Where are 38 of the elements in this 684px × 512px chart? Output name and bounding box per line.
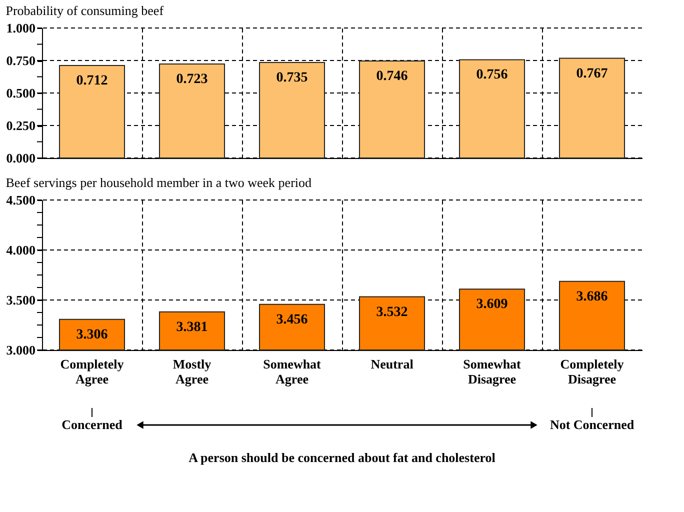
data-label: 0.746 xyxy=(376,69,408,84)
data-label: 0.756 xyxy=(476,68,508,83)
bar xyxy=(459,59,525,158)
data-label: 3.306 xyxy=(76,327,108,342)
text: Not Concerned xyxy=(550,417,635,432)
y-tick-label: 3.500 xyxy=(6,292,36,308)
x-axis-title: A person should be concerned about fat and cholesterol xyxy=(188,450,496,465)
x-tick-label: Somewhat Agree xyxy=(263,356,322,386)
text: Concerned xyxy=(62,417,124,432)
y-tick-label: 0.000 xyxy=(6,150,36,166)
chart-title: Beef servings per household member in a two week period xyxy=(6,175,312,190)
y-tick-label: 1.000 xyxy=(6,20,36,36)
data-label: 0.767 xyxy=(576,66,608,82)
x-tick-label: Completely Disagree xyxy=(560,356,624,386)
data-label: 0.723 xyxy=(176,72,208,88)
y-tick-label: 4.500 xyxy=(6,192,36,208)
bar xyxy=(159,64,225,158)
y-tick-label: 0.250 xyxy=(6,118,36,133)
y-tick-label: 3.000 xyxy=(6,342,36,358)
x-tick-label: Somewhat Disagree xyxy=(463,356,522,386)
y-tick-label: 0.750 xyxy=(6,53,36,68)
data-label: 3.686 xyxy=(576,289,608,304)
x-tick-label: Neutral xyxy=(370,356,414,372)
bar xyxy=(559,58,625,158)
data-label: 3.456 xyxy=(276,312,308,328)
data-label: 3.381 xyxy=(176,320,208,335)
bar xyxy=(359,60,425,158)
data-label: 3.609 xyxy=(476,297,508,312)
y-tick-label: 0.500 xyxy=(6,86,36,100)
x-tick-label: Mostly Agree xyxy=(172,356,212,386)
data-label: 3.532 xyxy=(376,304,408,320)
data-label: 0.712 xyxy=(76,73,108,88)
y-tick-label: 4.000 xyxy=(6,242,36,258)
chart-title: Probability of consuming beef xyxy=(6,3,164,18)
bar xyxy=(59,64,125,158)
bar xyxy=(259,62,325,158)
data-label: 0.735 xyxy=(276,70,308,86)
x-tick-label: Completely Agree xyxy=(60,356,124,386)
